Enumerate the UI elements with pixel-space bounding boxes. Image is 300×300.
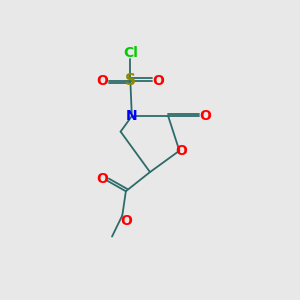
Text: O: O <box>175 144 187 158</box>
Text: O: O <box>97 74 109 88</box>
Text: O: O <box>120 214 132 228</box>
Text: O: O <box>96 172 108 186</box>
Text: Cl: Cl <box>124 46 138 60</box>
Text: S: S <box>125 73 136 88</box>
Text: O: O <box>200 109 211 123</box>
Text: O: O <box>152 74 164 88</box>
Text: N: N <box>126 109 138 123</box>
